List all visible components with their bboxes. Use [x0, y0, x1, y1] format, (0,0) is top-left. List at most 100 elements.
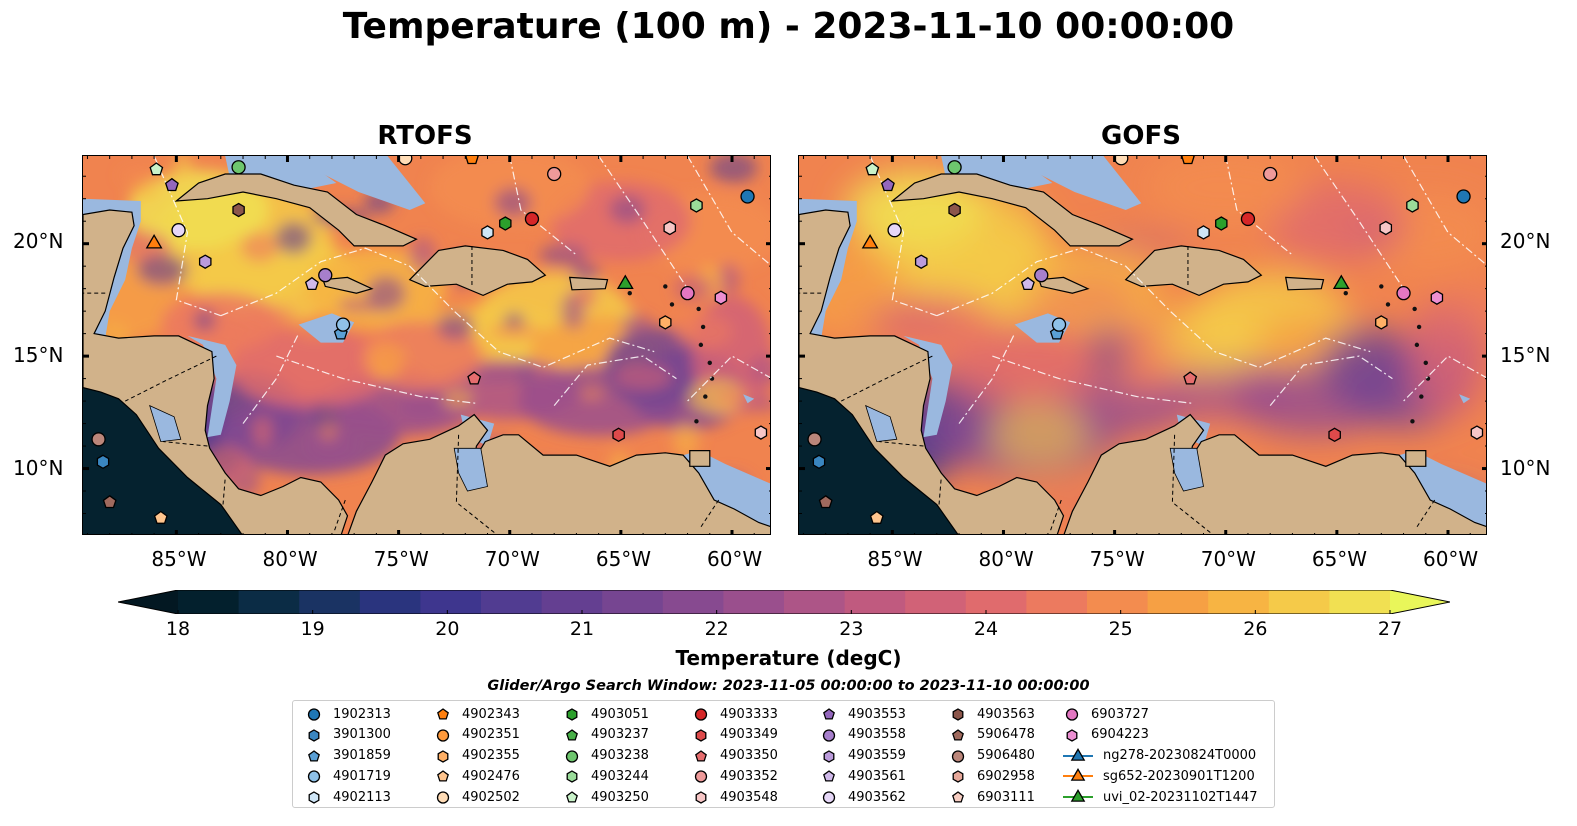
float-marker [149, 162, 164, 176]
lat-label-15-right: 15°N [1500, 343, 1551, 367]
legend-marker [1070, 789, 1086, 802]
legend-marker [823, 749, 835, 763]
hexagon-marker-icon [952, 770, 964, 784]
float-marker [659, 315, 672, 330]
colorbar-over-arrow [1390, 590, 1450, 614]
legend-item: 6904223 [1063, 725, 1149, 745]
float-marker [1379, 220, 1393, 236]
island [1412, 306, 1417, 312]
legend-label: 4903244 [591, 768, 649, 784]
legend-item: sg652-20230901T1200 [1063, 766, 1255, 786]
eez-boundary [1225, 156, 1293, 256]
country-border [455, 434, 497, 534]
island [694, 419, 699, 424]
colorbar-tick-label: 22 [704, 618, 729, 640]
legend-label: 4903333 [720, 706, 778, 722]
legend-label: sg652-20230901T1200 [1103, 768, 1255, 784]
lon-label: 85°W [151, 547, 207, 571]
pentagon-marker-icon [437, 770, 449, 782]
legend-label: 4903563 [977, 706, 1035, 722]
eez-boundary [1125, 265, 1371, 369]
colorbar-segment [541, 590, 603, 614]
float-marker [335, 317, 351, 332]
float-marker [1430, 290, 1444, 305]
legend-item: 4903237 [563, 725, 649, 745]
land-mass [1284, 276, 1325, 291]
legend-label: uvi_02-20231102T1447 [1103, 789, 1258, 805]
float-marker [1470, 425, 1484, 440]
hexagon-marker-icon [952, 708, 964, 721]
axis-ticks [799, 156, 1486, 534]
float-marker [865, 162, 880, 176]
map-canvas [799, 156, 1486, 534]
legend-item: 4903562 [820, 787, 906, 807]
float-marker [714, 290, 728, 305]
legend-marker [952, 708, 964, 721]
legend-item: 4903250 [563, 787, 649, 807]
legend-item: 6903111 [949, 787, 1035, 807]
legend-marker [308, 791, 320, 804]
float-marker [1051, 317, 1067, 332]
hexagon-marker-icon [695, 729, 707, 742]
legend-marker [1066, 729, 1078, 742]
shallow-shelf [903, 335, 953, 438]
lake [453, 447, 488, 492]
legend-label: 4903562 [848, 789, 906, 805]
land-mass [890, 173, 1134, 247]
colorbar-segment [1147, 590, 1209, 614]
lon-label: 70°W [1200, 547, 1256, 571]
float-marker [1034, 268, 1049, 283]
land-mass [1124, 245, 1263, 297]
shallow-shelf [743, 394, 755, 404]
legend-marker [308, 749, 320, 762]
legend-item: 4903349 [692, 725, 778, 745]
island [1416, 324, 1422, 330]
colorbar-segment [602, 590, 664, 614]
land-mass [1405, 450, 1427, 467]
circle-marker-icon [307, 708, 321, 721]
island [1419, 394, 1424, 399]
float-marker [232, 202, 245, 218]
float-marker [1114, 156, 1129, 166]
island [1343, 290, 1348, 296]
lon-label: 65°W [595, 547, 652, 571]
float-marker [616, 274, 634, 290]
shallow-shelf [1003, 156, 1142, 210]
colorbar-ramp [117, 589, 1451, 615]
figure-title: Temperature (100 m) - 2023-11-10 00:00:0… [342, 6, 1235, 47]
island [1385, 302, 1391, 307]
colorbar-segment [723, 590, 785, 614]
float-marker [812, 454, 826, 470]
pentagon-marker-icon [695, 749, 707, 762]
hexagon-marker-icon [1066, 729, 1078, 742]
legend-label: 4903051 [591, 706, 649, 722]
island [1410, 419, 1415, 424]
colorbar-segment [178, 590, 240, 614]
legend-item: 4903558 [820, 725, 906, 745]
float-marker [887, 223, 902, 238]
panel-title-gofs: GOFS [1101, 121, 1181, 151]
lon-label: 75°W [1089, 547, 1145, 571]
legend-marker [952, 728, 964, 741]
legend-item: 3901859 [305, 746, 391, 766]
hexagon-marker-icon [695, 791, 707, 804]
circle-marker-icon [951, 749, 965, 763]
legend-marker [307, 708, 321, 721]
colorbar-segment [1208, 590, 1270, 614]
legend-label: 4903349 [720, 727, 778, 743]
legend-label: 3901300 [333, 727, 391, 743]
lake [149, 404, 182, 443]
colorbar-segment [1329, 590, 1391, 614]
eez-boundary [553, 355, 677, 406]
float-marker [1406, 198, 1419, 213]
triangle-marker-icon [1063, 747, 1093, 761]
legend-marker [1070, 768, 1086, 782]
triangle-marker-icon [1063, 768, 1093, 782]
country-border [1416, 499, 1436, 528]
eez-boundary [936, 247, 1126, 317]
colorbar-segment [965, 590, 1027, 614]
legend-label: 4903250 [591, 789, 649, 805]
colorbar-segment [844, 590, 906, 614]
legend: 1902313 3901300 3901859 4901719 4902113 49023… [292, 700, 1275, 808]
float-marker [680, 286, 695, 301]
